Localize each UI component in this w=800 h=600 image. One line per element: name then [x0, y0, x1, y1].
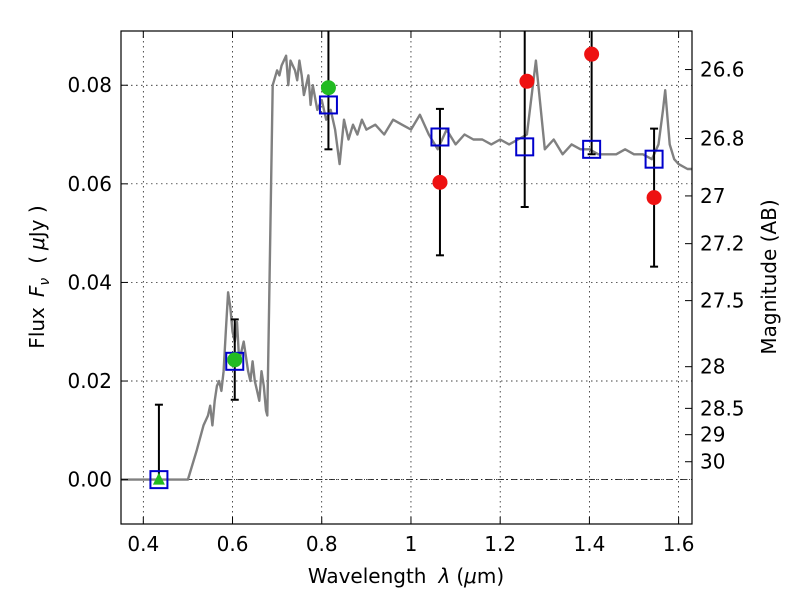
magnitude-tick-label: 26.8 [700, 127, 745, 151]
template-spectrum-line [121, 54, 692, 481]
x-tick-label: 0.6 [217, 532, 249, 556]
y-axis-label-unit-mu: μ [25, 237, 49, 251]
magnitude-tick-label: 27.2 [700, 232, 745, 256]
upper-limit-triangle [152, 472, 165, 485]
detected-flux-point [227, 352, 243, 368]
magnitude-tick-label: 29 [700, 423, 725, 447]
x-tick-label: 1.2 [484, 532, 516, 556]
y-axis-label-subscript: ν [37, 278, 53, 286]
x-axis-label-unit-mu: μ [463, 564, 477, 588]
nondetected-flux-point [519, 73, 535, 89]
x-axis-label-unit-open: ( [456, 564, 464, 588]
magnitude-tick-label: 26.6 [700, 58, 745, 82]
x-tick-label: 1 [405, 532, 418, 556]
magnitude-tick-label: 28 [700, 355, 725, 379]
marker-layer [149, 31, 664, 490]
x-tick-label: 0.4 [127, 532, 159, 556]
y-axis-label-symbol: F [25, 285, 49, 297]
tick-marks [121, 31, 692, 524]
model-flux-square [644, 149, 664, 169]
y-tick-labels: 0.00 0.02 0.04 0.06 0.08 [67, 73, 112, 491]
y-axis-label: Flux Fν ( μJy ) [25, 205, 53, 348]
nondetected-flux-point [584, 46, 600, 62]
plot-frame [120, 30, 693, 525]
y-tick-label: 0.08 [67, 73, 112, 97]
x-tick-label: 1.6 [663, 532, 695, 556]
detected-flux-point [320, 80, 336, 96]
model-flux-square [430, 127, 450, 147]
nondetected-flux-point [646, 190, 662, 206]
data-layer [121, 54, 692, 481]
y-tick-label: 0.06 [67, 172, 112, 196]
magnitude-tick-label: 30 [700, 450, 725, 474]
model-flux-square [582, 139, 602, 159]
y-tick-label: 0.00 [67, 468, 112, 492]
model-flux-square [515, 137, 535, 157]
y-axis-label-unit-rest: Jy ) [25, 205, 49, 239]
magnitude-tick-label: 28.5 [700, 396, 745, 420]
x-tick-label: 1.4 [573, 532, 605, 556]
model-flux-square [318, 95, 338, 115]
magnitude-axis-label: Magnitude (AB) [757, 199, 781, 354]
y-tick-label: 0.02 [67, 369, 112, 393]
x-axis-label: Wavelength λ (μm) [308, 564, 504, 588]
magnitude-tick-label: 27.5 [700, 289, 745, 313]
magnitude-tick-label: 27 [700, 184, 725, 208]
x-axis-label-unit-rest: m) [477, 564, 504, 588]
y-tick-label: 0.04 [67, 270, 112, 294]
y-axis-label-text: Flux [25, 307, 49, 349]
nondetected-flux-point [432, 174, 448, 190]
x-tick-label: 0.8 [306, 532, 338, 556]
magnitude-tick-labels: 26.6 26.8 27 27.2 27.5 28 28.5 29 30 [700, 58, 745, 474]
model-flux-square [149, 470, 169, 490]
y-axis-label-unit-open: ( [25, 256, 49, 264]
x-tick-labels: 0.4 0.6 0.8 1 1.2 1.4 1.6 [127, 532, 694, 556]
x-axis-label-symbol: λ [437, 564, 450, 588]
grid-lines [121, 31, 692, 524]
plot-area [121, 31, 692, 524]
x-axis-label-text: Wavelength [308, 564, 427, 588]
